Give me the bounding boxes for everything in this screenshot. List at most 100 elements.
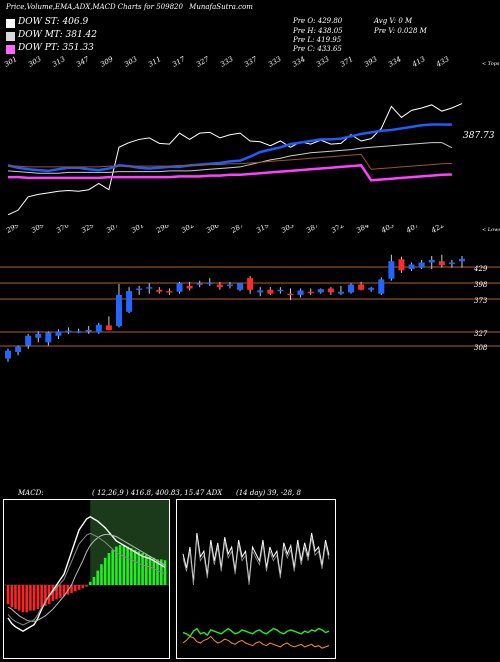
candle-body [327, 288, 334, 293]
candle-body [398, 259, 405, 271]
low-tick-label: 403 [379, 225, 396, 235]
macd-histogram-bar [73, 585, 77, 592]
low-tick-label: 287 [229, 225, 246, 235]
top-tick-label: 393 [363, 55, 379, 69]
candle-body [55, 331, 62, 336]
chart-title: Price,Volume,EMA,ADX,MACD Charts for 509… [6, 3, 253, 11]
macd-histogram-bar [115, 546, 118, 585]
legend-label-st: DOW ST: 406.9 [18, 17, 89, 27]
top-tick-label: 333 [267, 55, 283, 69]
candle-body [277, 289, 284, 292]
macd-aux-line [7, 532, 166, 626]
candle-body [428, 259, 435, 263]
macd-values: ( 12,26,9 ) 416.8, 400.83, 15.47 ADX [92, 489, 223, 497]
top-tick-label: 337 [243, 55, 259, 69]
macd-histogram-bar [62, 585, 66, 597]
low-tick-label: 301 [130, 225, 146, 235]
low-tick-label: 299 [4, 225, 21, 235]
macd-histogram-bar [145, 554, 148, 585]
macd-histogram-bar [88, 581, 92, 585]
candle-body [408, 264, 415, 269]
stat-high: Pre H: 438.05 [293, 27, 343, 35]
top-tick-label: 333 [219, 55, 235, 69]
price-level-label: 327 [474, 330, 488, 338]
low-tick-label: 407 [404, 225, 421, 235]
top-tick-label: 311 [147, 55, 163, 69]
candle-body [237, 283, 244, 290]
low-tick-label: 387 [305, 225, 321, 235]
legend-label-pt: DOW PT: 351.33 [18, 43, 94, 53]
macd-line [7, 515, 166, 633]
candle-body [146, 287, 153, 289]
top-tick-label: 313 [51, 55, 67, 69]
candle-body [267, 289, 274, 294]
candle-body [297, 290, 304, 295]
candle-body [378, 279, 385, 294]
top-tick-label: 433 [434, 55, 451, 69]
candle-body [459, 258, 465, 262]
stat-open: Pre O: 429.80 [293, 17, 343, 25]
legend-swatch-pt [6, 45, 15, 54]
candle-body [388, 261, 395, 279]
candle-body [115, 294, 122, 327]
site-name: MunafaSutra.com [189, 3, 253, 11]
candle-body [368, 287, 375, 290]
price-line [7, 103, 463, 215]
low-tick-label: 302 [180, 225, 196, 235]
candle-body [247, 278, 254, 290]
macd-histogram-bar [32, 585, 36, 611]
stat-low: Pre L: 419.95 [293, 36, 342, 44]
macd-histogram-bar [47, 585, 51, 605]
candle-body [166, 291, 173, 293]
candle-body [448, 262, 455, 265]
price-level-label: 373 [474, 297, 488, 305]
candle-body [65, 330, 72, 333]
candle-body [418, 262, 425, 268]
macd-histogram-bar [10, 585, 14, 608]
macd-histogram-bar [59, 585, 62, 598]
candle-body [45, 332, 52, 343]
macd-label: MACD: [18, 489, 44, 497]
price-level-label: 308 [474, 344, 488, 352]
top-tick-label: 413 [410, 55, 427, 69]
tops-label: < Tops [482, 61, 500, 67]
candle-body [307, 291, 314, 294]
candle-body [358, 284, 365, 290]
top-tick-label: 327 [195, 55, 211, 69]
candle-body [438, 261, 445, 266]
macd-histogram-bar [40, 585, 43, 608]
top-tick-label: 317 [171, 55, 187, 69]
low-tick-label: 306 [205, 225, 221, 235]
top-tick-label: 309 [99, 55, 115, 69]
macd-histogram-bar [141, 553, 144, 585]
price-level-label: 398 [474, 281, 488, 289]
adx-shadow-line [182, 537, 330, 586]
macd-histogram-bar [130, 548, 133, 585]
candle-body [176, 283, 183, 292]
top-tick-label: 371 [339, 55, 355, 69]
ema-line-dow-pt [8, 164, 452, 182]
candle-body [226, 284, 233, 287]
macd-histogram-bar [92, 577, 96, 585]
macd-histogram-bar [96, 570, 100, 585]
candle-body [216, 284, 223, 288]
candle-body [196, 283, 203, 285]
macd-histogram-bar [148, 556, 152, 585]
macd-histogram-bar [118, 545, 122, 585]
legend-label-mt: DOW MT: 381.42 [18, 30, 97, 40]
macd-histogram-bar [152, 557, 156, 585]
macd-histogram-bar [21, 585, 25, 613]
adx-panel [176, 499, 336, 659]
low-tick-label: 319 [255, 225, 271, 235]
macd-chart [4, 500, 169, 633]
macd-histogram-bar [133, 549, 137, 585]
candle-body [85, 329, 92, 332]
candle-body [156, 289, 163, 292]
macd-histogram-bar [137, 551, 141, 585]
macd-histogram-bar [29, 585, 32, 611]
di-plus-line [182, 627, 330, 638]
low-tick-label: 370 [55, 225, 71, 235]
macd-histogram-bar [14, 585, 17, 609]
low-tick-label: 298 [154, 225, 171, 235]
low-tick-label: 307 [105, 225, 121, 235]
